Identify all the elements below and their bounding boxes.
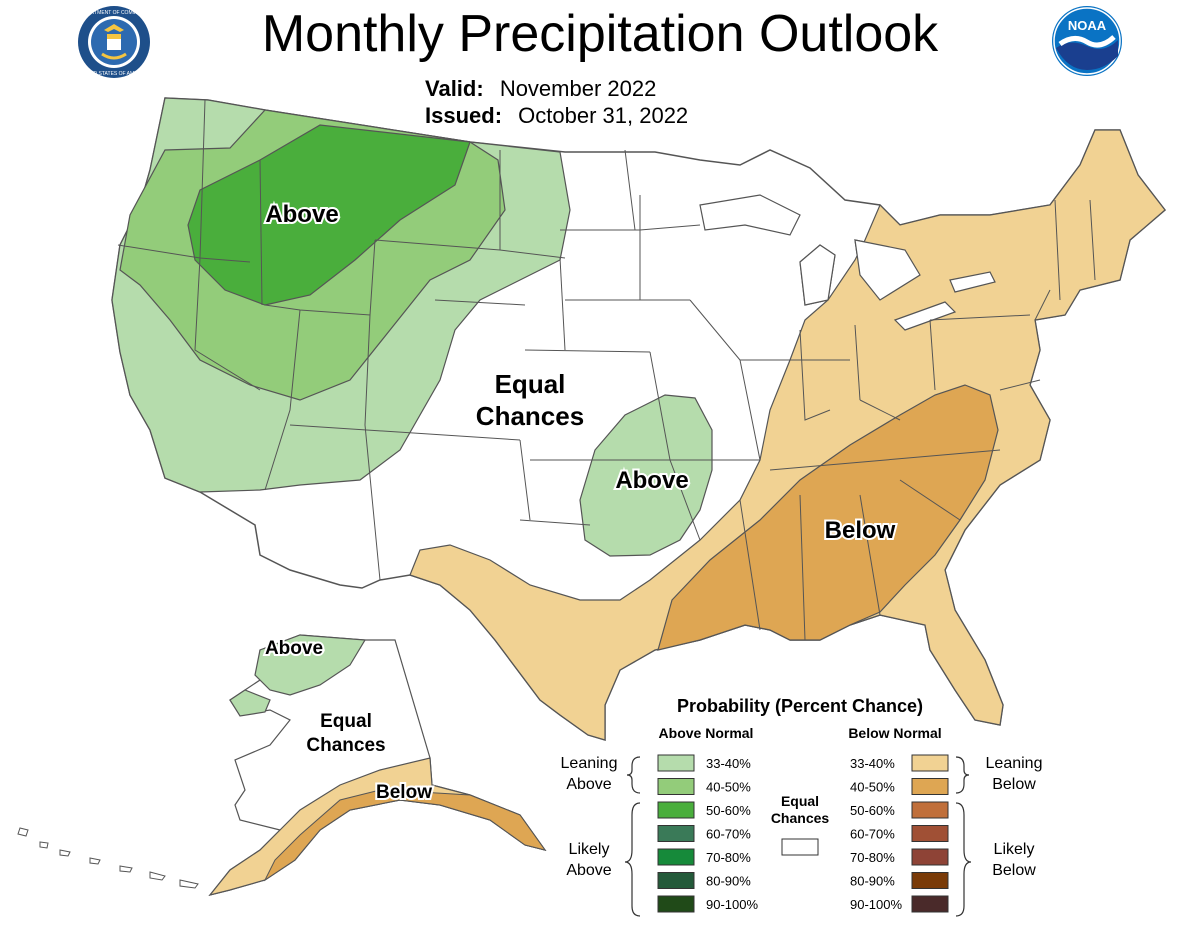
legend-above-swatch-3 <box>657 825 695 842</box>
legend-likely-above-2: Above <box>566 862 611 879</box>
legend-above-label-0: 33-40% <box>706 756 751 771</box>
aleutian-islands <box>17 827 199 889</box>
legend-below-label-0: 33-40% <box>850 756 895 771</box>
seal-text-bottom: UNITED STATES OF AMERICA <box>79 71 151 77</box>
alaska-below-40-50-area <box>263 789 547 882</box>
legend: Probability (Percent Chance) Above Norma… <box>561 696 1043 917</box>
legend-below-header: Below Normal <box>848 725 941 741</box>
legend-above-bins: 33-40% 40-50% 50-60% 60-70% 70-80% 80-90% 90-1… <box>657 754 758 913</box>
noaa-logo-text: NOAA <box>1068 18 1107 33</box>
legend-above-label-2: 50-60% <box>706 803 751 818</box>
equal-chances-label-line2: Chances <box>476 401 584 431</box>
legend-below-swatch-2 <box>911 801 949 819</box>
legend-below-swatch-6 <box>911 895 949 913</box>
alaska-equal-label-line2: Chances <box>306 735 385 756</box>
legend-title: Probability (Percent Chance) <box>677 696 923 716</box>
legend-below-label-5: 80-90% <box>850 874 895 889</box>
legend-leaning-above-2: Above <box>566 776 611 793</box>
legend-leaning-above-1: Leaning <box>561 755 618 772</box>
equal-chances-label-line1: Equal <box>495 369 566 399</box>
legend-below-label-4: 70-80% <box>850 850 895 865</box>
legend-leaning-below-1: Leaning <box>986 755 1043 772</box>
legend-below-swatch-5 <box>911 872 949 889</box>
legend-likely-below-1: Likely <box>994 841 1035 858</box>
legend-below-label-1: 40-50% <box>850 780 895 795</box>
alaska-above-33-40-area <box>254 634 367 696</box>
seal-text-top: DEPARTMENT OF COMMERCE <box>77 10 151 16</box>
nw-above-label: Above <box>265 201 338 228</box>
legend-equal-swatch <box>781 838 819 856</box>
legend-above-swatch-0 <box>657 754 695 772</box>
state-boundaries <box>117 99 1096 641</box>
legend-below-label-6: 90-100% <box>850 897 902 912</box>
alaska-above-label: Above <box>265 638 323 659</box>
legend-below-swatch-0 <box>911 754 949 772</box>
legend-above-label-6: 90-100% <box>706 897 758 912</box>
legend-equal-2: Chances <box>771 810 830 826</box>
issued-line: Issued: October 31, 2022 <box>425 103 688 129</box>
alaska-equal-label-line1: Equal <box>320 711 372 732</box>
valid-label: Valid: <box>425 76 484 101</box>
legend-above-label-4: 70-80% <box>706 850 751 865</box>
plains-above-label: Above <box>615 467 688 494</box>
department-of-commerce-seal-icon: DEPARTMENT OF COMMERCE UNITED STATES OF … <box>77 6 151 78</box>
alaska-above-small-area <box>229 689 271 717</box>
legend-equal-1: Equal <box>781 793 819 809</box>
legend-above-swatch-2 <box>657 801 695 819</box>
legend-likely-above-1: Likely <box>569 841 610 858</box>
legend-likely-below-2: Below <box>992 862 1036 879</box>
page-title: Monthly Precipitation Outlook <box>261 5 939 63</box>
valid-line: Valid: November 2022 <box>425 76 656 102</box>
legend-below-swatch-3 <box>911 825 949 842</box>
legend-leaning-below-2: Below <box>992 776 1036 793</box>
legend-below-swatch-4 <box>911 848 949 866</box>
legend-above-header: Above Normal <box>659 725 754 741</box>
legend-above-label-3: 60-70% <box>706 827 751 842</box>
nw-above-50-60-area <box>187 124 471 306</box>
legend-above-label-5: 80-90% <box>706 874 751 889</box>
legend-above-swatch-4 <box>657 848 695 866</box>
legend-below-swatch-1 <box>911 778 949 795</box>
valid-value: November 2022 <box>499 76 657 101</box>
plains-above-33-40-area <box>579 394 713 557</box>
legend-above-swatch-1 <box>657 778 695 795</box>
alaska-below-label: Below <box>376 782 432 803</box>
noaa-logo-icon: NOAA <box>1052 6 1122 76</box>
legend-below-label-2: 50-60% <box>850 803 895 818</box>
legend-above-swatch-6 <box>657 895 695 913</box>
legend-above-label-1: 40-50% <box>706 780 751 795</box>
issued-label: Issued: <box>425 103 503 128</box>
se-below-40-50-area <box>657 384 999 651</box>
se-below-label: Below <box>825 517 896 544</box>
legend-below-label-3: 60-70% <box>850 827 895 842</box>
issued-value: October 31, 2022 <box>518 103 689 128</box>
legend-below-bins: 33-40% 40-50% 50-60% 60-70% 70-80% 80-90% 90-1… <box>850 754 949 913</box>
legend-above-swatch-5 <box>657 872 695 889</box>
